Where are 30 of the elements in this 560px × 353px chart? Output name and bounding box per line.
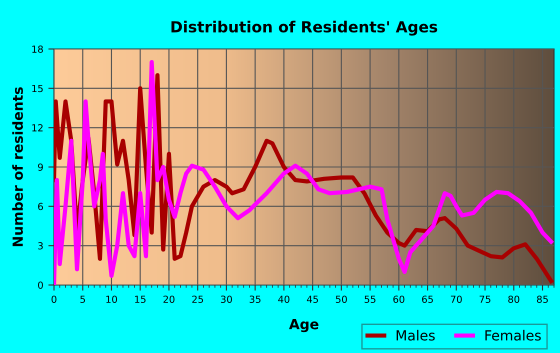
y-tick-label: 6 bbox=[38, 202, 43, 210]
y-tick-label: 15 bbox=[32, 84, 43, 92]
x-tick-label: 30 bbox=[220, 296, 232, 303]
x-tick-label: 25 bbox=[192, 296, 204, 303]
x-tick-label: 70 bbox=[450, 296, 462, 303]
y-axis-title: Number of residents bbox=[12, 87, 23, 246]
x-tick-label: 45 bbox=[306, 296, 318, 303]
x-tick-label: 80 bbox=[508, 296, 520, 303]
x-tick-label: 20 bbox=[163, 296, 174, 303]
x-tick-label: 40 bbox=[278, 296, 290, 303]
x-tick-label: 35 bbox=[250, 296, 260, 303]
y-tick-label: 0 bbox=[38, 281, 43, 289]
x-tick-label: 55 bbox=[364, 296, 376, 303]
x-tick-label: 10 bbox=[106, 296, 118, 303]
y-tick-label: 9 bbox=[38, 163, 43, 171]
x-tick-label: 60 bbox=[393, 296, 404, 303]
x-tick-label: 0 bbox=[52, 296, 56, 303]
x-tick-label: 85 bbox=[536, 296, 548, 303]
x-tick-label: 50 bbox=[336, 296, 347, 303]
legend-label: Females bbox=[485, 330, 541, 341]
y-tick-label: 18 bbox=[32, 45, 43, 53]
y-tick-label: 3 bbox=[38, 242, 43, 250]
legend-label: Males bbox=[396, 330, 435, 341]
x-tick-label: 65 bbox=[422, 296, 433, 303]
x-axis-title: Age bbox=[289, 319, 318, 332]
x-tick-label: 15 bbox=[135, 296, 146, 303]
x-tick-label: 75 bbox=[480, 296, 490, 303]
y-tick-label: 12 bbox=[32, 124, 43, 132]
x-tick-label: 5 bbox=[80, 296, 85, 303]
chart-title: Distribution of Residents' Ages bbox=[171, 20, 438, 36]
